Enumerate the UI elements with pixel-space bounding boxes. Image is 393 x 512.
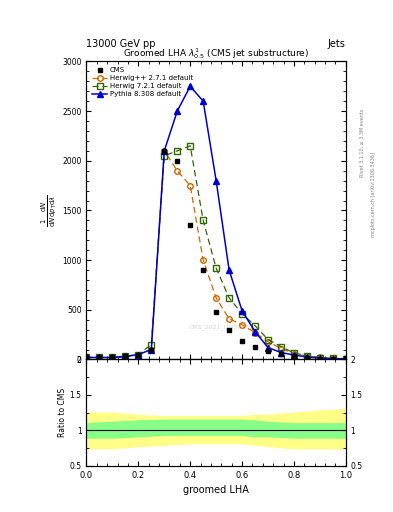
Pythia 8.308 default	[97, 354, 102, 360]
CMS	[331, 356, 335, 362]
Pythia 8.308 default	[279, 350, 283, 356]
Line: CMS: CMS	[84, 148, 348, 361]
CMS	[305, 355, 309, 361]
CMS	[97, 354, 102, 360]
Herwig 7.2.1 default	[123, 353, 128, 359]
Herwig++ 2.7.1 default	[175, 167, 180, 174]
Pythia 8.308 default	[318, 355, 322, 361]
Herwig++ 2.7.1 default	[266, 338, 270, 345]
Herwig 7.2.1 default	[227, 295, 231, 301]
Herwig 7.2.1 default	[84, 354, 89, 360]
Pythia 8.308 default	[240, 308, 244, 314]
Herwig 7.2.1 default	[331, 355, 335, 361]
Herwig 7.2.1 default	[201, 217, 206, 223]
Pythia 8.308 default	[305, 354, 309, 360]
Pythia 8.308 default	[188, 83, 193, 90]
Pythia 8.308 default	[149, 347, 154, 353]
Line: Pythia 8.308 default: Pythia 8.308 default	[84, 83, 349, 361]
CMS	[240, 337, 244, 344]
Herwig 7.2.1 default	[240, 311, 244, 317]
X-axis label: groomed LHA: groomed LHA	[183, 485, 249, 495]
Herwig 7.2.1 default	[279, 344, 283, 350]
Pythia 8.308 default	[253, 329, 257, 335]
CMS	[162, 148, 167, 154]
CMS	[253, 344, 257, 350]
Herwig++ 2.7.1 default	[188, 183, 193, 189]
Herwig++ 2.7.1 default	[343, 356, 348, 362]
Herwig 7.2.1 default	[97, 354, 102, 360]
CMS	[175, 158, 180, 164]
Pythia 8.308 default	[292, 352, 296, 358]
Pythia 8.308 default	[201, 98, 206, 104]
Herwig 7.2.1 default	[343, 356, 348, 362]
Herwig++ 2.7.1 default	[201, 257, 206, 263]
Herwig++ 2.7.1 default	[123, 353, 128, 359]
CMS	[227, 327, 231, 333]
Herwig++ 2.7.1 default	[149, 347, 154, 353]
Herwig++ 2.7.1 default	[318, 354, 322, 360]
Herwig++ 2.7.1 default	[240, 322, 244, 328]
Herwig 7.2.1 default	[162, 153, 167, 159]
CMS	[110, 354, 115, 360]
Herwig 7.2.1 default	[253, 323, 257, 329]
CMS	[318, 356, 322, 362]
CMS	[188, 222, 193, 228]
Herwig++ 2.7.1 default	[279, 346, 283, 352]
Herwig++ 2.7.1 default	[162, 148, 167, 154]
Herwig++ 2.7.1 default	[84, 354, 89, 360]
Herwig++ 2.7.1 default	[97, 354, 102, 360]
CMS	[279, 351, 283, 357]
Title: Groomed LHA $\lambda^{1}_{0.5}$ (CMS jet substructure): Groomed LHA $\lambda^{1}_{0.5}$ (CMS jet…	[123, 47, 309, 61]
Y-axis label: $\frac{1}{\mathrm{d}N}\frac{\mathrm{d}N}{\mathrm{d}p_\mathrm{T}\mathrm{d}\lambda: $\frac{1}{\mathrm{d}N}\frac{\mathrm{d}N}…	[40, 194, 59, 227]
Herwig 7.2.1 default	[292, 350, 296, 356]
CMS	[201, 267, 206, 273]
Text: CMS_2021_I1920187: CMS_2021_I1920187	[189, 324, 254, 330]
Herwig 7.2.1 default	[149, 342, 154, 348]
Line: Herwig 7.2.1 default: Herwig 7.2.1 default	[84, 143, 349, 361]
CMS	[292, 353, 296, 359]
Herwig 7.2.1 default	[136, 351, 141, 357]
Herwig 7.2.1 default	[266, 336, 270, 343]
Pythia 8.308 default	[343, 356, 348, 362]
CMS	[149, 347, 154, 353]
Herwig++ 2.7.1 default	[227, 316, 231, 322]
Pythia 8.308 default	[110, 354, 115, 360]
Text: 13000 GeV pp: 13000 GeV pp	[86, 38, 156, 49]
CMS	[84, 354, 89, 360]
CMS	[266, 348, 270, 354]
Herwig++ 2.7.1 default	[110, 354, 115, 360]
Herwig 7.2.1 default	[305, 353, 309, 359]
Herwig 7.2.1 default	[188, 143, 193, 149]
Herwig++ 2.7.1 default	[331, 355, 335, 361]
Pythia 8.308 default	[136, 351, 141, 357]
Pythia 8.308 default	[123, 353, 128, 359]
Herwig++ 2.7.1 default	[136, 351, 141, 357]
Pythia 8.308 default	[331, 356, 335, 362]
CMS	[214, 309, 219, 315]
Herwig++ 2.7.1 default	[292, 350, 296, 356]
Herwig++ 2.7.1 default	[253, 330, 257, 336]
Pythia 8.308 default	[227, 267, 231, 273]
Pythia 8.308 default	[162, 148, 167, 154]
Herwig 7.2.1 default	[175, 148, 180, 154]
Pythia 8.308 default	[84, 354, 89, 360]
Herwig++ 2.7.1 default	[305, 353, 309, 359]
Line: Herwig++ 2.7.1 default: Herwig++ 2.7.1 default	[84, 148, 349, 361]
CMS	[136, 351, 141, 357]
Herwig 7.2.1 default	[214, 265, 219, 271]
Y-axis label: Ratio to CMS: Ratio to CMS	[58, 388, 67, 437]
CMS	[343, 355, 348, 361]
Text: Jets: Jets	[328, 38, 346, 49]
Legend: CMS, Herwig++ 2.7.1 default, Herwig 7.2.1 default, Pythia 8.308 default: CMS, Herwig++ 2.7.1 default, Herwig 7.2.…	[90, 65, 195, 99]
Pythia 8.308 default	[175, 108, 180, 114]
Pythia 8.308 default	[214, 178, 219, 184]
Text: Rivet 3.1.10, ≥ 3.3M events: Rivet 3.1.10, ≥ 3.3M events	[360, 109, 365, 178]
Herwig++ 2.7.1 default	[214, 295, 219, 301]
Herwig 7.2.1 default	[110, 354, 115, 360]
Herwig 7.2.1 default	[318, 355, 322, 361]
Text: mcplots.cern.ch [arXiv:1306.3436]: mcplots.cern.ch [arXiv:1306.3436]	[371, 152, 376, 237]
CMS	[123, 353, 128, 359]
Pythia 8.308 default	[266, 345, 270, 351]
